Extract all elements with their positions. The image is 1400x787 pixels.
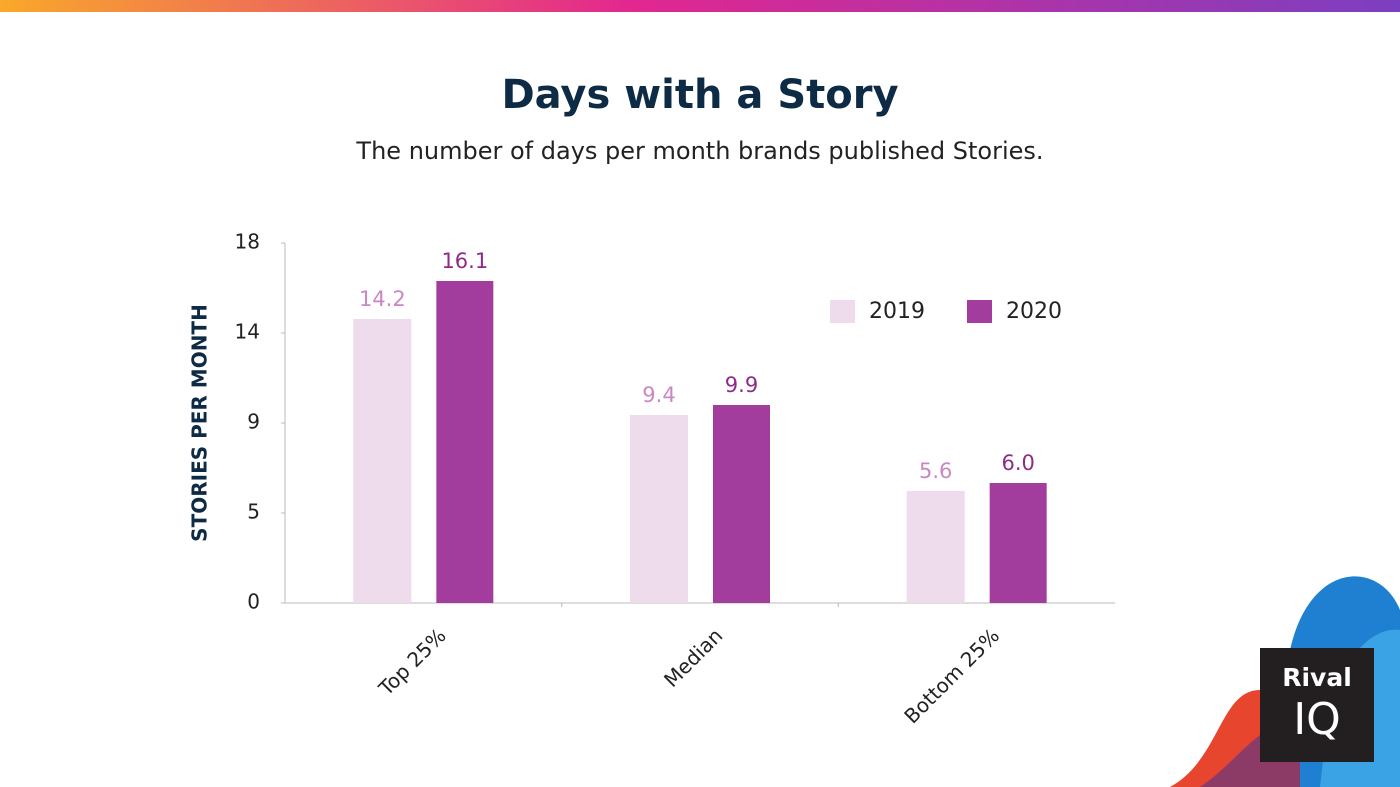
- logo-shapes: [1170, 576, 1400, 787]
- x-tick-label: Median: [659, 623, 727, 691]
- bar: [713, 405, 770, 603]
- y-tick-label: 0: [247, 590, 260, 614]
- value-label: 16.1: [441, 249, 488, 273]
- legend-swatch: [967, 300, 992, 323]
- value-label: 6.0: [1001, 451, 1034, 475]
- legend-label: 2020: [1006, 299, 1062, 324]
- legend-label: 2019: [869, 299, 925, 324]
- bar: [436, 281, 494, 603]
- value-label: 14.2: [359, 287, 406, 311]
- bar: [353, 319, 412, 603]
- top-gradient-bar: [0, 0, 1400, 12]
- y-tick-label: 5: [247, 500, 260, 524]
- y-tick-label: 9: [247, 410, 260, 434]
- logo-text: IQ: [1293, 694, 1341, 745]
- bar: [630, 415, 688, 603]
- bar: [906, 491, 965, 603]
- value-label: 9.4: [642, 383, 675, 407]
- x-tick-label: Bottom 25%: [899, 623, 1004, 728]
- x-tick-label: Top 25%: [373, 623, 450, 700]
- logo-text: Rival: [1282, 663, 1352, 692]
- chart-title: Days with a Story: [501, 72, 898, 118]
- y-tick-label: 18: [235, 230, 260, 254]
- value-label: 5.6: [919, 459, 952, 483]
- y-tick-label: 14: [235, 320, 260, 344]
- y-axis-label: STORIES PER MONTH: [188, 304, 212, 542]
- bar: [989, 483, 1047, 603]
- legend-swatch: [830, 300, 855, 323]
- value-label: 9.9: [725, 373, 758, 397]
- chart-subtitle: The number of days per month brands publ…: [355, 137, 1043, 165]
